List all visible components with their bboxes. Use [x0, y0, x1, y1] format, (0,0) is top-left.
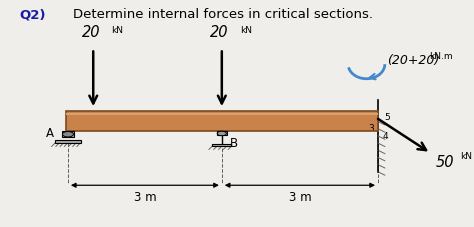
Text: Determine internal forces in critical sections.: Determine internal forces in critical se…: [73, 8, 373, 21]
Text: Q2): Q2): [20, 8, 46, 21]
Text: B: B: [230, 137, 238, 150]
Text: kN: kN: [240, 26, 252, 35]
Text: kN.m: kN.m: [429, 52, 453, 62]
Text: 3 m: 3 m: [134, 191, 156, 204]
Text: 4: 4: [383, 132, 388, 141]
Circle shape: [217, 131, 227, 136]
Bar: [66, 113, 378, 115]
Text: 50: 50: [435, 155, 454, 170]
Text: 3: 3: [368, 124, 374, 133]
Text: A: A: [46, 127, 54, 140]
Text: 5: 5: [384, 114, 390, 123]
Text: kN: kN: [111, 26, 124, 35]
Circle shape: [63, 132, 73, 137]
Bar: [212, 144, 231, 146]
Bar: [217, 131, 227, 136]
Text: 20: 20: [82, 25, 100, 39]
Text: 3 m: 3 m: [289, 191, 311, 204]
Text: kN: kN: [461, 152, 473, 161]
Bar: [66, 111, 378, 131]
Bar: [66, 130, 378, 131]
Text: 20: 20: [210, 25, 229, 39]
Text: (20+20): (20+20): [387, 54, 439, 67]
Bar: [55, 140, 81, 143]
Bar: [62, 131, 74, 137]
